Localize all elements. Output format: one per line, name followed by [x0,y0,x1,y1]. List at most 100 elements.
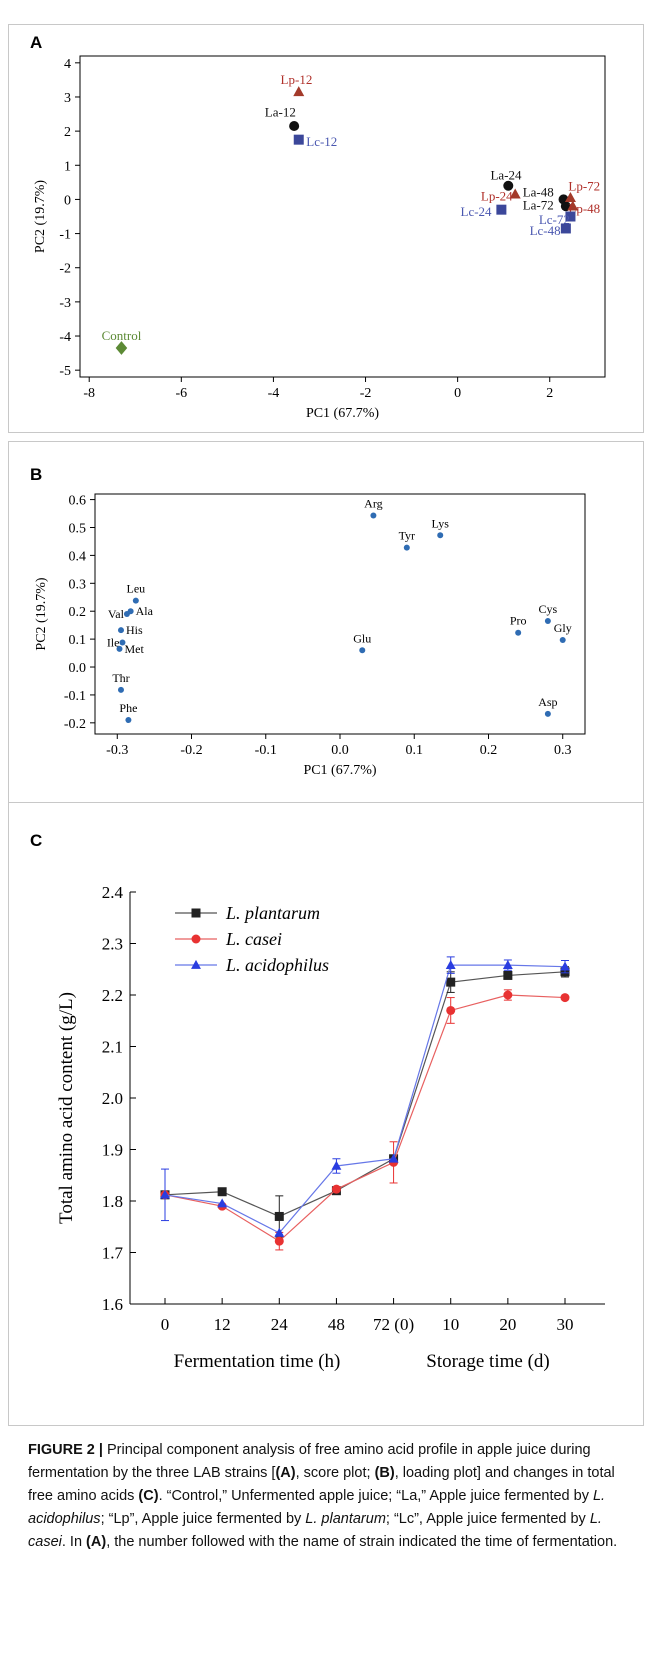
y-tick-label: 1 [64,159,71,174]
caption-text: Principal component analysis of free ami… [28,1442,617,1550]
x-tick-label: 0.2 [480,743,498,758]
y-tick-label: 0.0 [69,661,87,676]
loading-label-glu: Glu [353,631,371,645]
legend-marker-l-plantarum [191,908,201,918]
figure-caption: FIGURE 2 | Principal component analysis … [28,1439,628,1554]
point-label-lp-12: Lp-12 [281,72,313,87]
y-tick-label: -1 [59,228,71,243]
caption-segment: Principal component analysis of free ami… [28,1442,591,1481]
caption-segment: L. plantarum [305,1511,386,1527]
point-label-la-24: La-24 [490,168,522,183]
legend-label-l-casei: L. casei [225,929,282,949]
y-tick-label: 2.0 [102,1089,123,1108]
caption-segment: , score plot; [295,1465,375,1481]
x-tick-label: 72 (0) [373,1315,414,1334]
x-tick-label: 30 [557,1315,574,1334]
data-point-l-acidophilus [560,961,570,971]
data-point-l-acidophilus [217,1198,228,1208]
loading-point-leu [132,597,139,604]
y-tick-label: -0.1 [64,689,86,704]
series-line-l-casei [164,994,566,1242]
x-axis-label-storage: Storage time (d) [426,1351,549,1372]
y-tick-label: 4 [64,57,71,72]
x-axis-label: PC1 (67.7%) [303,763,376,778]
y-tick-label: -3 [59,296,71,311]
loading-label-tyr: Tyr [399,529,416,543]
loading-label-ala: Ala [136,604,154,618]
y-tick-label: 2.3 [102,935,123,954]
y-axis-label: Total amino acid content (g/L) [56,992,77,1224]
amino-acid-line-chart: 1.6 1.7 1.8 1.9 2.0 2.1 2.2 2.3 2.4 0 12 24 48 72 (0)… [56,883,605,1372]
loading-point-thr [117,686,124,693]
loading-label-asp: Asp [538,695,557,709]
loading-label-his: His [126,623,143,637]
panel-b-letter: B [30,465,43,484]
point-lc-12 [293,134,304,145]
caption-segment: ; “Lc”, Apple juice fermented by [385,1511,590,1527]
data-point-l-acidophilus [160,1189,170,1199]
caption-segment: L. casei [28,1511,602,1550]
point-lc-24 [496,204,507,215]
loading-point-pro [515,629,522,636]
panel-a-letter: A [30,33,43,52]
loading-point-ile [119,639,126,646]
y-tick-label: 1.7 [102,1244,124,1263]
point-la-12 [289,121,300,132]
loading-point-val [123,611,130,617]
caption-segment: , the number followed with the name of s… [106,1534,618,1550]
loading-label-lys: Lys [432,516,450,530]
x-tick-label: -0.3 [106,743,128,758]
loading-point-his [117,627,124,634]
loading-point-glu [359,647,366,654]
loading-label-gly: Gly [554,621,572,635]
point-lp-48 [567,200,579,211]
y-tick-label: 2.4 [102,883,124,902]
x-tick-label: -0.2 [180,743,202,758]
y-tick-label: -4 [59,330,71,345]
x-tick-label: -4 [268,386,280,401]
data-point-l-plantarum [446,977,456,987]
y-tick-label: 0.2 [69,605,87,620]
x-tick-label: 0.0 [331,743,349,758]
point-label-la-72: La-72 [523,198,554,213]
score-plot: -8 -6 -4 -2 0 2 -5 -4 -3 -2 -1 0 1 2 3 4 PC1 (67.7%) PC2 … [33,55,606,421]
y-tick-label: 0.6 [69,494,87,509]
y-tick-label: 0 [64,193,71,208]
y-tick-label: 0.5 [69,521,87,536]
loading-plot: -0.3 -0.2 -0.1 0.0 0.1 0.2 0.3 -0.2 -0.1 0.0 0.1 0.… [34,493,586,778]
point-label-lp-72: Lp-72 [568,178,600,193]
loading-point-asp [544,710,551,717]
loading-point-phe [125,717,132,724]
series-line-l-acidophilus [164,964,566,1234]
x-tick-label: 24 [271,1315,289,1334]
loading-point-cys [544,617,551,624]
series-line-l-plantarum [164,971,566,1218]
y-tick-label: -2 [59,262,71,277]
panel-b-box [8,441,644,804]
point-la-24 [503,180,514,191]
panel-a-box [8,24,644,433]
y-axis-label: PC2 (19.7%) [33,180,48,253]
y-tick-label: 2.2 [102,986,123,1005]
y-tick-label: 0.3 [69,577,87,592]
data-point-l-casei [274,1236,284,1246]
y-tick-label: -0.2 [64,717,86,732]
y-tick-label: 1.6 [102,1295,123,1314]
y-tick-label: 2 [64,125,71,140]
loading-label-val: Val [108,607,125,621]
point-label-la-48: La-48 [523,185,554,200]
loading-label-cys: Cys [539,602,558,616]
x-axis-label: PC1 (67.7%) [306,406,379,421]
data-point-l-casei [446,1005,456,1015]
x-tick-label: 0 [161,1315,170,1334]
caption-segment: , loading plot] and changes in total fre… [28,1465,615,1504]
loading-label-phe: Phe [119,701,137,715]
data-point-l-plantarum [503,970,513,980]
x-tick-label: 0.3 [554,743,572,758]
data-point-l-acidophilus [274,1227,285,1237]
loading-point-met [116,645,123,652]
x-tick-label: -6 [175,386,187,401]
point-label-control: Control [102,328,142,343]
loading-point-tyr [403,544,410,551]
loading-point-gly [559,636,566,643]
